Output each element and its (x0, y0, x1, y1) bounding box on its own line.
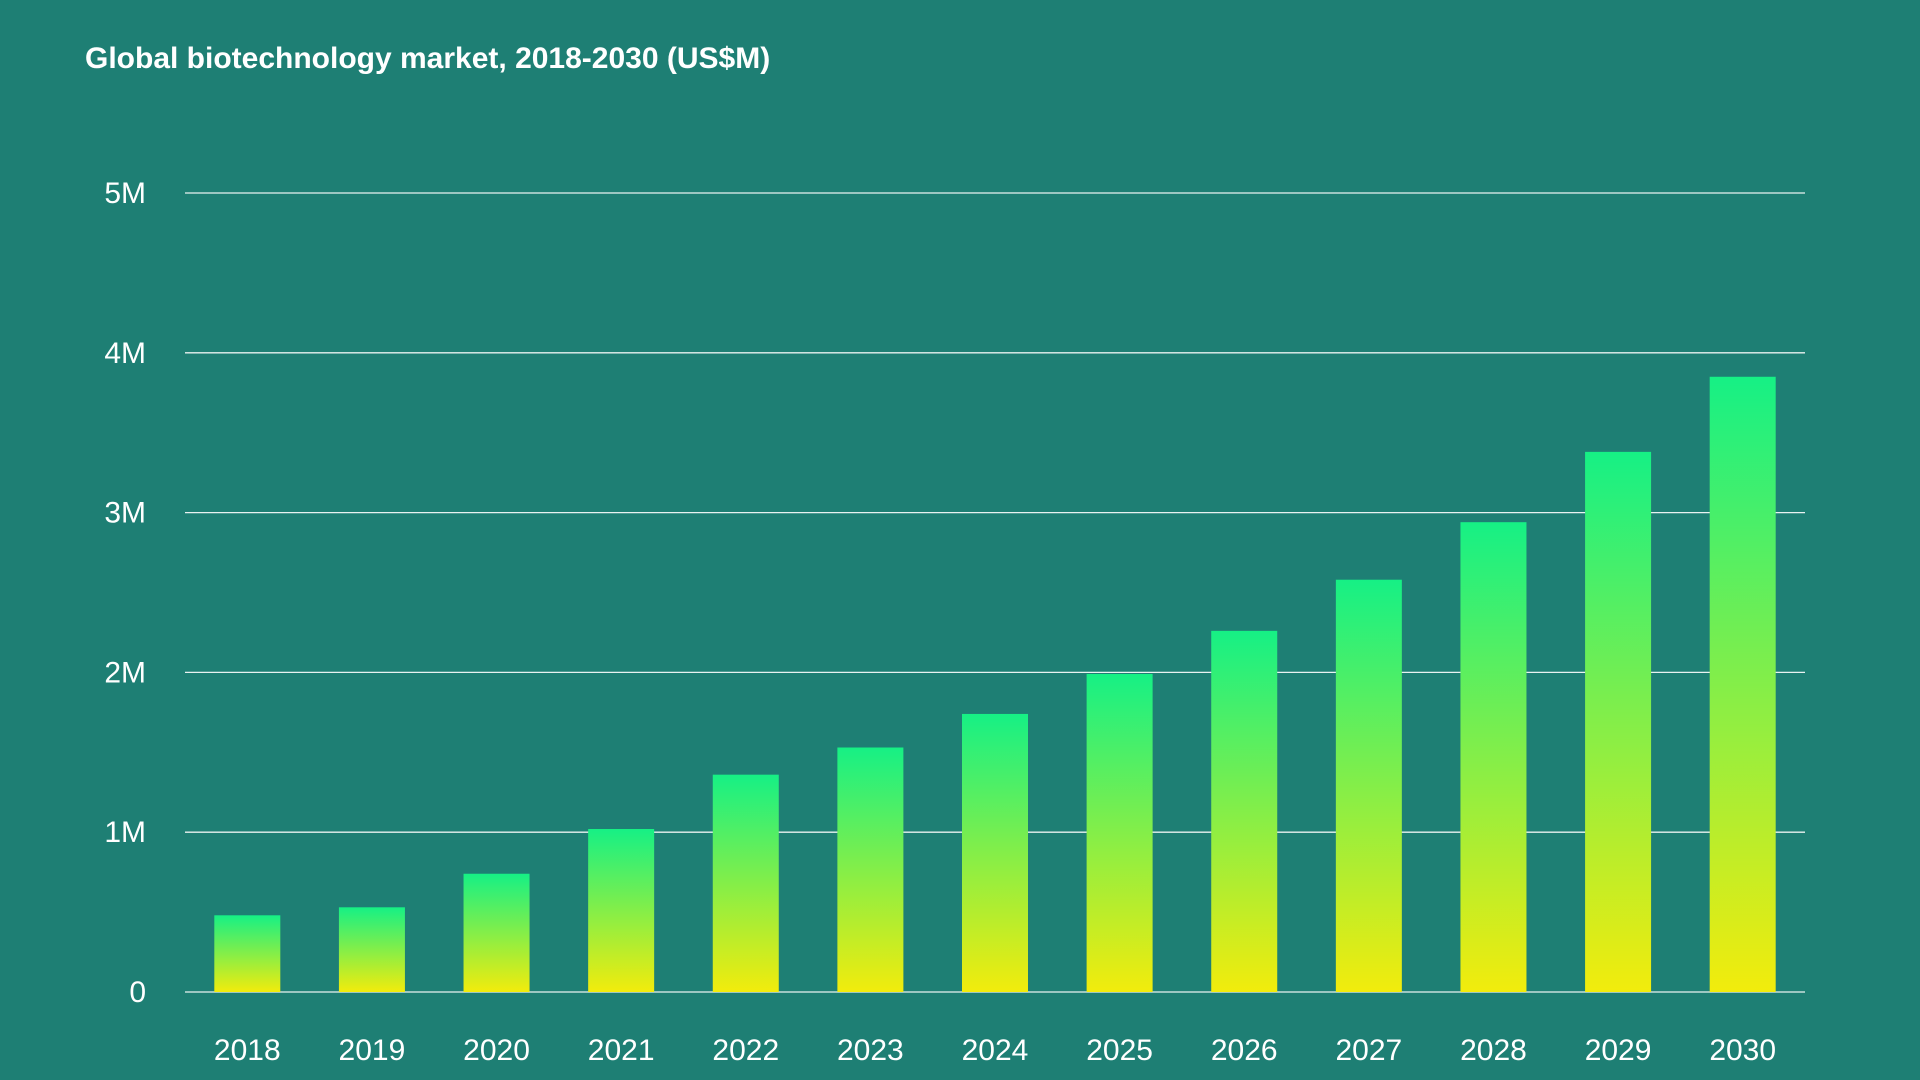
bar-2029 (1585, 451, 1652, 993)
x-tick-label: 2020 (463, 1034, 530, 1067)
bar-2028 (1460, 522, 1527, 992)
x-tick-label: 2023 (837, 1034, 904, 1067)
chart-title: Global biotechnology market, 2018-2030 (… (85, 42, 770, 75)
bar-2021 (588, 829, 655, 992)
bar-2026 (1211, 630, 1278, 992)
bar-2019 (338, 907, 405, 992)
bar-2025 (1086, 673, 1153, 992)
y-tick-label: 2M (104, 656, 146, 689)
x-tick-label: 2021 (588, 1034, 655, 1067)
x-tick-label: 2029 (1585, 1034, 1652, 1067)
x-tick-label: 2018 (214, 1034, 281, 1067)
bar-2022 (712, 774, 779, 992)
x-tick-label: 2030 (1709, 1034, 1776, 1067)
y-tick-label: 4M (104, 337, 146, 370)
bar-2023 (837, 747, 904, 992)
x-tick-label: 2028 (1460, 1034, 1527, 1067)
x-tick-label: 2022 (712, 1034, 779, 1067)
x-tick-label: 2025 (1086, 1034, 1153, 1067)
x-tick-label: 2019 (339, 1034, 406, 1067)
bar-2024 (962, 713, 1028, 992)
y-tick-label: 1M (104, 816, 146, 849)
y-axis-ticks: 0 1M 2M 3M 4M 5M (104, 177, 146, 1009)
y-tick-label: 0 (129, 976, 146, 1009)
bar-2020 (463, 873, 530, 992)
gridlines (185, 192, 1805, 993)
bar-2027 (1335, 579, 1402, 992)
bars (214, 376, 1776, 993)
x-tick-label: 2027 (1335, 1034, 1402, 1067)
y-tick-label: 5M (104, 177, 146, 210)
x-tick-label: 2024 (962, 1034, 1029, 1067)
bar-2030 (1709, 376, 1776, 992)
x-tick-label: 2026 (1211, 1034, 1278, 1067)
x-axis-ticks: 2018 2019 2020 2021 2022 2023 2024 2025 2026 2027… (214, 1034, 1776, 1067)
y-tick-label: 3M (104, 497, 146, 530)
bar-2018 (214, 915, 281, 992)
